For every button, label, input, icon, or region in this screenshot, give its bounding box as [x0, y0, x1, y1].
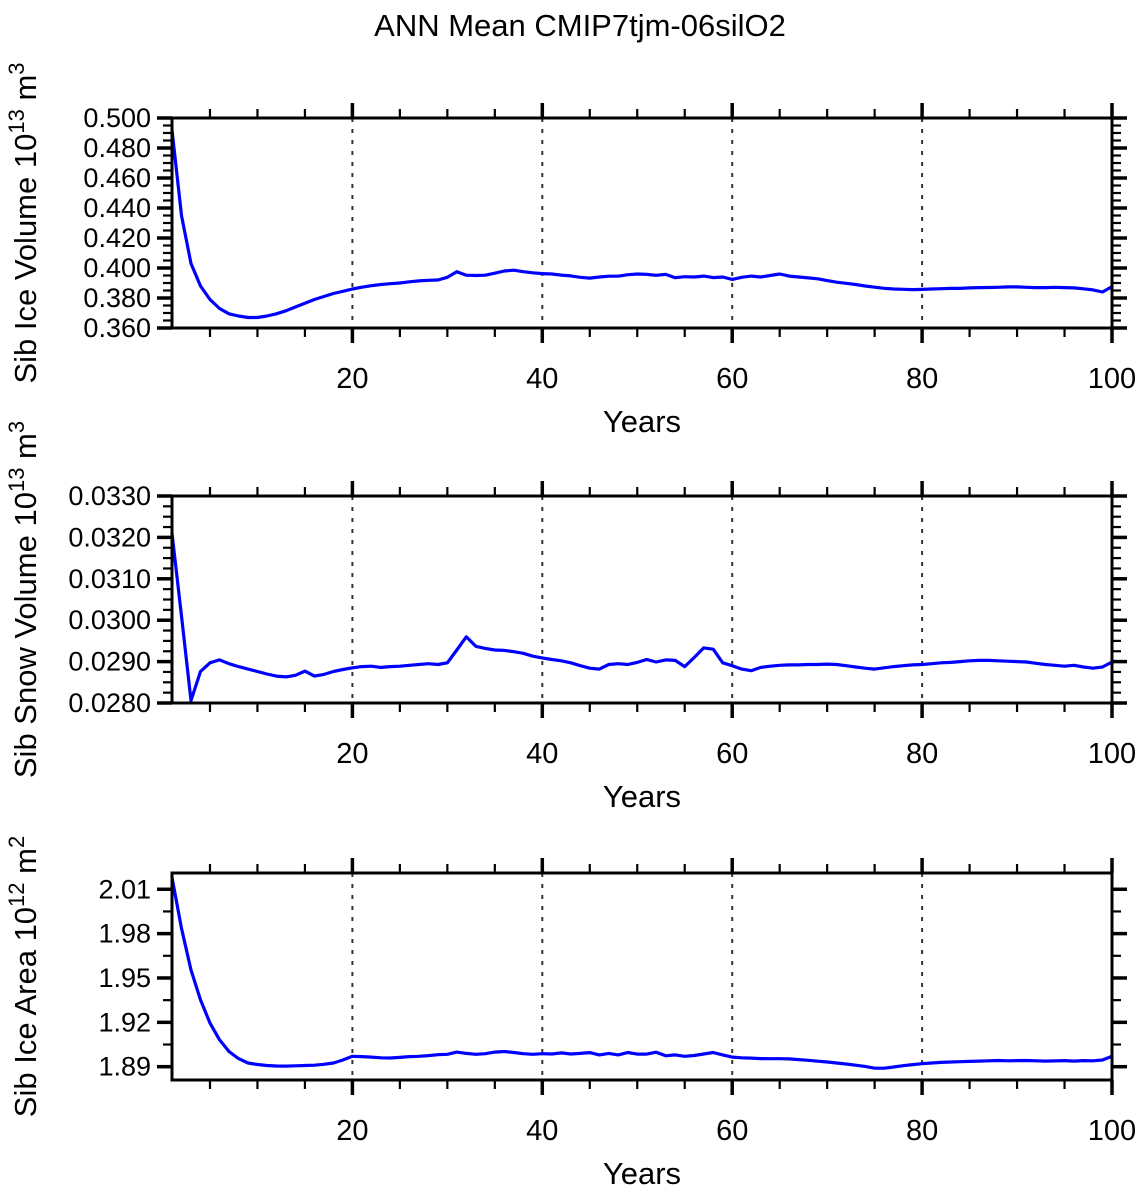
- x-tick-label: 100: [1088, 738, 1136, 770]
- x-tick-label: 40: [526, 1115, 558, 1147]
- ticks: [157, 858, 1127, 1095]
- chart-title: ANN Mean CMIP7tjm-06silO2: [374, 8, 786, 43]
- plot-frame: [170, 871, 1114, 1082]
- y-tick-label: 0.0330: [68, 481, 151, 511]
- y-axis-title: Sib Ice Volume 1013 m3: [4, 62, 43, 383]
- y-tick-label: 0.0290: [68, 647, 151, 677]
- panel-sib-ice-area: 20 40 60 80 100 1.89 1.92 1.95 1.98 2.01 Years Sib …: [4, 836, 1136, 1191]
- x-tick-label: 20: [336, 738, 368, 770]
- y-axis-title: Sib Snow Volume 1013 m3: [4, 421, 43, 778]
- y-axis-title: Sib Ice Area 1012 m2: [4, 836, 43, 1117]
- x-tick-label: 100: [1088, 363, 1136, 395]
- ticks: [157, 481, 1127, 718]
- y-tick-label: 0.0310: [68, 564, 151, 594]
- x-tick-label: 40: [526, 738, 558, 770]
- x-axis-title: Years: [603, 1156, 681, 1191]
- y-tick-label: 0.0320: [68, 522, 151, 552]
- y-tick-label: 0.420: [83, 223, 151, 253]
- x-tick-label: 100: [1088, 1115, 1136, 1147]
- y-tick-label: 0.360: [83, 313, 151, 343]
- gridlines: [351, 118, 924, 328]
- x-tick-label: 60: [716, 1115, 748, 1147]
- y-tick-label: 0.500: [83, 103, 151, 133]
- gridlines: [351, 873, 924, 1080]
- data-line: [170, 875, 1114, 1070]
- x-tick-label: 60: [716, 738, 748, 770]
- x-tick-label: 80: [906, 738, 938, 770]
- x-tick-label: 40: [526, 363, 558, 395]
- y-tick-label: 0.0280: [68, 688, 151, 718]
- panel-sib-snow-volume: 20 40 60 80 100 0.0280 0.0290 0.0300 0.0310 0.032…: [4, 421, 1136, 814]
- gridlines: [351, 496, 924, 703]
- y-tick-label: 0.400: [83, 253, 151, 283]
- ticks: [157, 103, 1127, 343]
- plot-frame: [170, 494, 1114, 705]
- x-tick-label: 20: [336, 363, 368, 395]
- y-tick-label: 1.95: [98, 963, 151, 993]
- x-axis-title: Years: [603, 779, 681, 814]
- y-tick-label: 0.440: [83, 193, 151, 223]
- y-tick-label: 1.92: [98, 1007, 151, 1037]
- y-tick-label: 1.89: [98, 1052, 151, 1082]
- y-tick-label: 0.480: [83, 133, 151, 163]
- x-tick-label: 60: [716, 363, 748, 395]
- y-tick-label: 0.0300: [68, 605, 151, 635]
- data-line: [170, 128, 1114, 320]
- y-tick-label: 0.380: [83, 283, 151, 313]
- y-tick-label: 1.98: [98, 919, 151, 949]
- plot-frame: [170, 116, 1114, 330]
- y-tick-label: 2.01: [98, 874, 151, 904]
- y-tick-label: 0.460: [83, 163, 151, 193]
- x-tick-label: 80: [906, 363, 938, 395]
- x-tick-label: 20: [336, 1115, 368, 1147]
- x-axis-title: Years: [603, 404, 681, 439]
- x-tick-label: 80: [906, 1115, 938, 1147]
- data-line: [170, 531, 1114, 703]
- panel-sib-ice-volume: 20 40 60 80 100 0.3600.3800.4000.4200.4400.46…: [4, 62, 1136, 439]
